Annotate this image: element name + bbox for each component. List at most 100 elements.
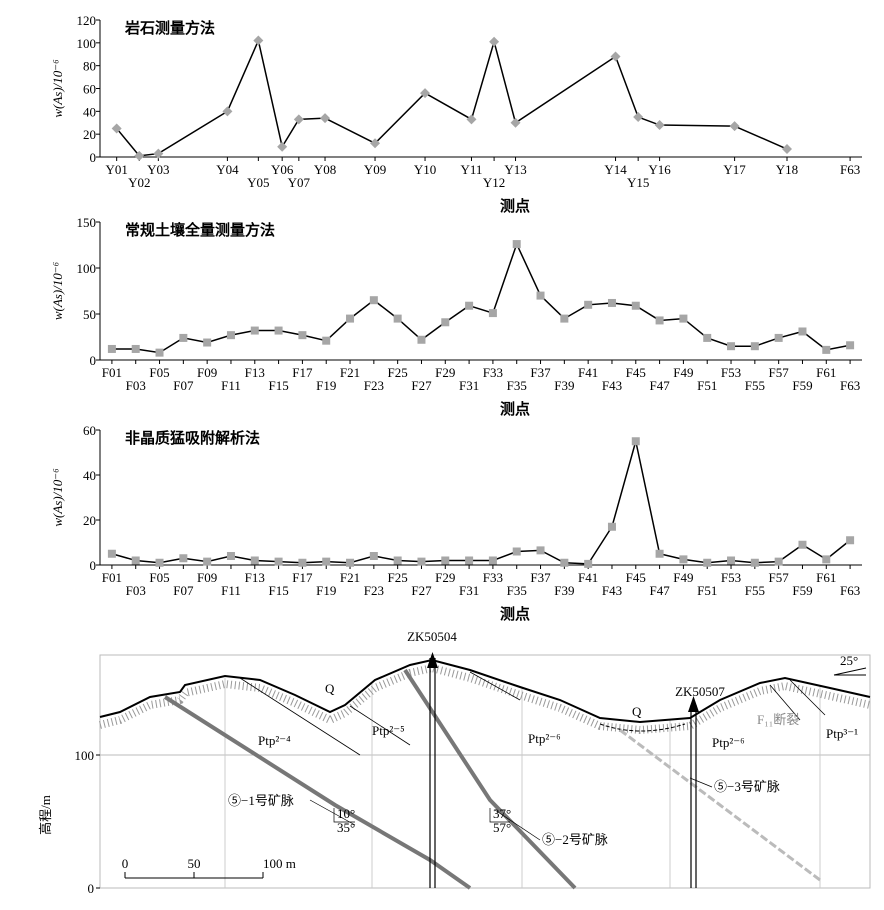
x-tick-label: F35 bbox=[507, 378, 527, 393]
angle-mark bbox=[333, 808, 355, 823]
x-tick-label: F49 bbox=[673, 365, 693, 380]
marker bbox=[222, 106, 233, 117]
x-tick-label: F35 bbox=[507, 583, 527, 598]
line bbox=[111, 441, 851, 565]
marker bbox=[226, 331, 235, 340]
chart-title: 非晶质猛吸附解析法 bbox=[125, 429, 260, 447]
marker bbox=[729, 121, 740, 132]
x-tick-label: F15 bbox=[268, 583, 288, 598]
marker bbox=[703, 333, 712, 342]
x-tick-label: F41 bbox=[578, 570, 598, 585]
x-tick-label: F05 bbox=[149, 365, 169, 380]
leader bbox=[309, 799, 356, 826]
marker bbox=[346, 314, 355, 323]
x-tick-label: F55 bbox=[745, 583, 765, 598]
y-tick-label: 60 bbox=[83, 82, 96, 97]
x-tick-label: F63 bbox=[840, 378, 860, 393]
section-frame bbox=[99, 654, 871, 889]
marker bbox=[536, 546, 545, 555]
surface bbox=[99, 658, 871, 724]
marker bbox=[253, 35, 264, 46]
marker bbox=[774, 557, 783, 566]
x-tick-label: F27 bbox=[411, 378, 432, 393]
marker bbox=[510, 117, 521, 128]
marker bbox=[489, 36, 500, 47]
x-tick-label: F51 bbox=[697, 583, 717, 598]
y-tick-label: 120 bbox=[77, 13, 97, 28]
stratum-label: Ptp³⁻¹ bbox=[826, 726, 858, 741]
x-tick-label: F17 bbox=[292, 570, 313, 585]
marker bbox=[226, 552, 235, 560]
marker bbox=[131, 556, 140, 565]
x-tick-label: F17 bbox=[292, 365, 313, 380]
quaternary-label: Q bbox=[325, 681, 335, 696]
x-tick-label: F07 bbox=[173, 583, 194, 598]
marker bbox=[781, 144, 792, 155]
marker bbox=[155, 558, 164, 567]
marker bbox=[417, 557, 426, 566]
marker bbox=[679, 555, 688, 564]
marker bbox=[153, 148, 164, 159]
x-tick-label: Y04 bbox=[216, 162, 239, 177]
marker bbox=[727, 342, 736, 351]
line bbox=[116, 38, 788, 157]
x-tick-label: Y02 bbox=[128, 175, 150, 190]
y-tick-label: 50 bbox=[83, 307, 96, 322]
x-tick-label: F07 bbox=[173, 378, 194, 393]
x-tick-label: F43 bbox=[602, 583, 622, 598]
chart-title: 常规土壤全量测量方法 bbox=[125, 221, 275, 239]
marker bbox=[466, 114, 477, 125]
scale-label: 50 bbox=[188, 856, 201, 871]
marker bbox=[822, 345, 831, 354]
x-axis-label: 测点 bbox=[500, 605, 530, 623]
x-tick-label: F25 bbox=[388, 365, 408, 380]
x-tick-label: F01 bbox=[102, 365, 122, 380]
marker bbox=[393, 556, 402, 565]
marker bbox=[727, 556, 736, 565]
ore-vein bbox=[163, 668, 821, 890]
marker bbox=[370, 138, 381, 149]
x-tick-label: F05 bbox=[149, 570, 169, 585]
marker bbox=[607, 298, 616, 307]
y-tick-label: 40 bbox=[83, 468, 96, 483]
x-tick-label: F25 bbox=[388, 570, 408, 585]
marker bbox=[631, 301, 640, 310]
y-tick-label: 0 bbox=[88, 881, 95, 896]
x-tick-label: F59 bbox=[792, 378, 812, 393]
y-tick-label: 20 bbox=[83, 127, 96, 142]
drillhole-label: ZK50504 bbox=[407, 629, 457, 644]
x-tick-label: Y09 bbox=[364, 162, 386, 177]
x-tick-label: F31 bbox=[459, 583, 479, 598]
x-tick-label: F29 bbox=[435, 365, 455, 380]
marker bbox=[420, 88, 431, 99]
marker bbox=[131, 344, 140, 353]
marker bbox=[250, 326, 259, 335]
x-tick-label: F47 bbox=[649, 378, 670, 393]
marker bbox=[369, 552, 378, 560]
x-tick-label: F33 bbox=[483, 365, 503, 380]
marker bbox=[465, 301, 474, 310]
marker bbox=[512, 240, 521, 249]
vein-label: ⑤−1号矿脉 bbox=[228, 793, 294, 808]
marker bbox=[298, 558, 307, 567]
marker bbox=[250, 556, 259, 565]
marker bbox=[560, 314, 569, 323]
y-tick-label: 150 bbox=[77, 215, 97, 230]
y-axis-label: 高程/m bbox=[38, 795, 53, 835]
x-tick-label: F43 bbox=[602, 378, 622, 393]
marker bbox=[274, 557, 283, 566]
marker bbox=[679, 314, 688, 323]
x-tick-label: F21 bbox=[340, 365, 360, 380]
marker bbox=[798, 327, 807, 336]
quaternary-label: Q bbox=[632, 704, 642, 719]
x-tick-label: F55 bbox=[745, 378, 765, 393]
marker bbox=[417, 335, 426, 344]
x-tick-label: Y15 bbox=[627, 175, 649, 190]
quaternary-boundary bbox=[599, 723, 686, 732]
marker bbox=[134, 150, 145, 161]
x-tick-label: F63 bbox=[840, 583, 860, 598]
marker bbox=[441, 318, 450, 327]
marker bbox=[393, 314, 402, 323]
marker bbox=[846, 341, 855, 350]
